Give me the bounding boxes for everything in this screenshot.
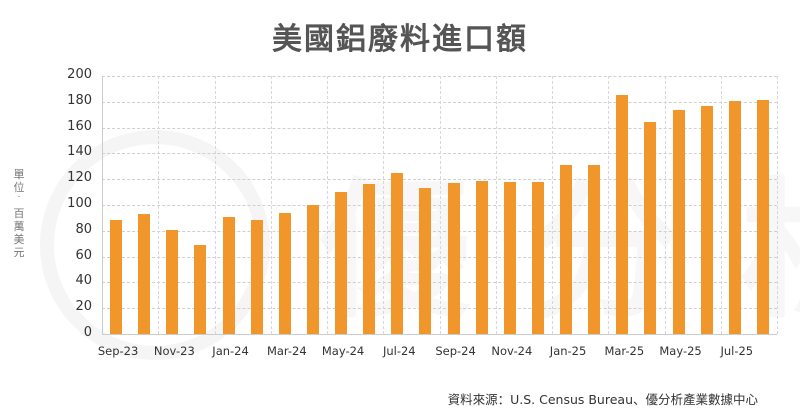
source-note: 資料來源：U.S. Census Bureau、優分析產業數據中心: [447, 392, 758, 407]
x-tick-label: Nov-23: [153, 344, 195, 358]
y-tick-label: 160: [67, 118, 92, 134]
gridline-v: [495, 76, 497, 334]
y-tick-label: 20: [75, 299, 92, 315]
y-tick-label: 100: [67, 196, 92, 211]
bar-Sep-24: [447, 183, 460, 334]
gridline-v: [327, 76, 328, 334]
bar-Oct-24: [475, 180, 488, 334]
y-tick-label: 80: [75, 221, 92, 237]
x-tick-label: May-24: [321, 344, 365, 358]
bar-Oct-23: [138, 214, 151, 334]
bar-Jun-24: [363, 184, 376, 334]
bar-Aug-25: [756, 99, 769, 334]
gridline-v: [158, 76, 160, 334]
bar-May-25: [672, 109, 685, 334]
gridline-v: [270, 76, 272, 334]
x-tick-label: Jul-24: [382, 344, 416, 358]
x-tick-label: Nov-24: [491, 344, 533, 358]
bar-Nov-24: [503, 181, 516, 334]
bar-Dec-24: [531, 181, 544, 334]
bar-Jul-25: [728, 100, 741, 334]
y-tick-label: 180: [67, 92, 92, 108]
x-tick-label: Mar-24: [266, 344, 307, 358]
bar-Feb-25: [588, 165, 601, 334]
bar-Mar-24: [278, 212, 291, 334]
bar-Jul-24: [391, 172, 404, 334]
y-tick-label: 60: [75, 247, 92, 263]
bar-Apr-25: [644, 122, 657, 334]
bar-Mar-25: [616, 95, 629, 334]
bar-May-24: [335, 192, 348, 334]
gridline-v: [664, 76, 666, 334]
bar-Nov-23: [166, 229, 179, 334]
bar-Dec-23: [194, 245, 207, 334]
y-tick-label: 40: [75, 273, 92, 289]
x-tick-label: Jul-25: [720, 344, 754, 358]
y-tick-label: 0: [83, 325, 92, 340]
gridline-v: [439, 76, 441, 334]
bar-Jan-25: [560, 165, 573, 334]
bar-Apr-24: [306, 205, 319, 334]
gridline-v: [552, 76, 553, 334]
x-tick-label: May-25: [659, 344, 702, 358]
bar-Sep-23: [110, 220, 123, 334]
x-axis-line: [102, 334, 777, 335]
y-axis-label: 單位 ˙ 百萬美元: [13, 168, 25, 259]
y-tick-label: 120: [67, 170, 92, 186]
gridline-v: [608, 76, 610, 334]
bar-Feb-24: [250, 220, 263, 334]
x-tick-label: Sep-24: [435, 344, 476, 358]
chart-title: 美國鋁廢料進口額: [272, 22, 528, 57]
gridline-v: [214, 76, 216, 334]
x-tick-label: Mar-25: [604, 344, 645, 358]
x-tick-label: Jan-24: [212, 344, 249, 358]
bar-Jan-24: [222, 216, 235, 334]
x-tick-label: Jan-25: [549, 344, 587, 358]
gridline-v: [777, 76, 778, 334]
plot-area: [102, 76, 778, 335]
bar-Jun-25: [700, 105, 713, 334]
gridline-v: [720, 76, 722, 334]
y-tick-label: 200: [67, 67, 92, 82]
bar-Aug-24: [419, 188, 432, 334]
y-tick-label: 140: [67, 144, 92, 160]
gridline-v: [383, 76, 385, 334]
x-tick-label: Sep-23: [97, 344, 139, 358]
